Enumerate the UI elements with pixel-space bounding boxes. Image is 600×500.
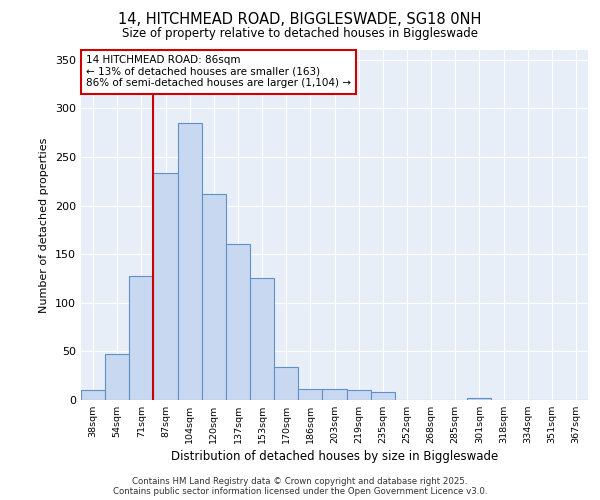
Y-axis label: Number of detached properties: Number of detached properties [40, 138, 49, 312]
Bar [81, 390, 105, 400]
Bar [322, 390, 347, 400]
Bar [371, 392, 395, 400]
Bar [154, 174, 178, 400]
Bar [105, 354, 129, 400]
Bar [250, 278, 274, 400]
Text: Contains HM Land Registry data © Crown copyright and database right 2025.
Contai: Contains HM Land Registry data © Crown c… [113, 476, 487, 496]
Bar [129, 276, 154, 400]
Bar [178, 123, 202, 400]
Bar [467, 398, 491, 400]
Bar [274, 367, 298, 400]
Bar [298, 390, 322, 400]
Text: 14, HITCHMEAD ROAD, BIGGLESWADE, SG18 0NH: 14, HITCHMEAD ROAD, BIGGLESWADE, SG18 0N… [118, 12, 482, 28]
Bar [347, 390, 371, 400]
Text: Size of property relative to detached houses in Biggleswade: Size of property relative to detached ho… [122, 28, 478, 40]
Bar [226, 244, 250, 400]
Text: 14 HITCHMEAD ROAD: 86sqm
← 13% of detached houses are smaller (163)
86% of semi-: 14 HITCHMEAD ROAD: 86sqm ← 13% of detach… [86, 56, 351, 88]
Bar [202, 194, 226, 400]
X-axis label: Distribution of detached houses by size in Biggleswade: Distribution of detached houses by size … [171, 450, 498, 464]
